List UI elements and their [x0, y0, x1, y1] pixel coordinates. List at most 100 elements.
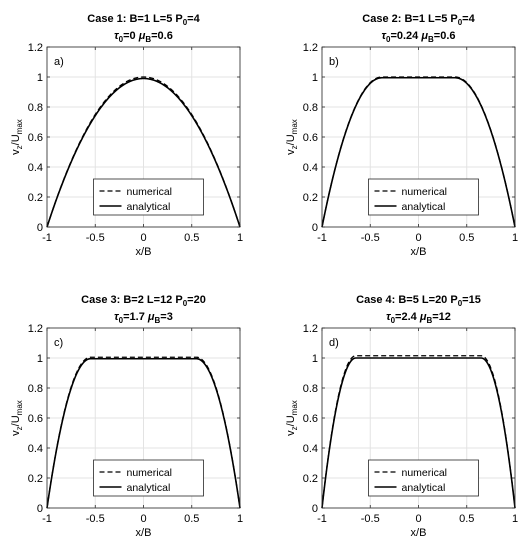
y-label-u: /U — [10, 134, 22, 145]
x-tick-label: -0.5 — [86, 513, 105, 525]
title-tau-sub: 0 — [386, 35, 391, 44]
legend-box — [93, 459, 204, 497]
title-l: L=5 — [428, 13, 447, 25]
title-p-sub: 0 — [183, 18, 188, 27]
chart-title: Case 1: B=1 L=5 P0=4 — [87, 13, 200, 27]
x-tick-label: -1 — [317, 513, 327, 525]
chart-subtitle: τ0=0.24 μB=0.6 — [382, 30, 456, 44]
x-tick-label: -0.5 — [86, 232, 105, 244]
legend-label-numerical: numerical — [127, 467, 173, 479]
y-axis-label: vz/Umax — [285, 400, 299, 436]
title-mu-val: =12 — [432, 311, 451, 323]
title-tau-sub: 0 — [119, 35, 124, 44]
y-axis-label: vz/Umax — [10, 400, 24, 436]
title-tau-sub: 0 — [119, 316, 124, 325]
series-line-analytical — [321, 76, 516, 228]
legend-box — [368, 178, 479, 216]
title-mu-val: =0.6 — [434, 30, 456, 42]
title-mu: μ — [419, 311, 427, 323]
y-tick-label: 0.4 — [303, 162, 318, 174]
y-axis-label: vz/Umax — [10, 119, 24, 155]
title-tau-sub: 0 — [391, 316, 396, 325]
panel-label: a) — [54, 56, 64, 68]
title-case: Case 4: — [356, 294, 395, 306]
y-tick-label: 0.6 — [28, 413, 43, 425]
x-tick-label: 1 — [512, 232, 518, 244]
title-p-val: =20 — [187, 294, 206, 306]
x-tick-label: -1 — [42, 232, 52, 244]
x-tick-label: 0.5 — [459, 232, 474, 244]
series-line-analytical — [321, 357, 516, 509]
series-line-analytical — [46, 357, 241, 509]
y-label-sub-max: max — [290, 119, 299, 134]
title-case: Case 1: — [87, 13, 126, 25]
chart-title: Case 4: B=5 L=20 P0=15 — [356, 294, 481, 308]
panel-label: c) — [54, 337, 63, 349]
axes-frame — [46, 46, 241, 228]
title-b: B=1 — [404, 13, 425, 25]
chart-subtitle: τ0=0 μB=0.6 — [114, 30, 173, 44]
y-tick-label: 0.4 — [303, 443, 318, 455]
legend-label-numerical: numerical — [127, 186, 173, 198]
title-mu-sub: B — [428, 35, 434, 44]
x-tick-label: 1 — [512, 513, 518, 525]
legend-label-analytical: analytical — [402, 201, 446, 213]
title-case: Case 3: — [81, 294, 120, 306]
x-axis-label: x/B — [411, 246, 427, 258]
title-case: Case 2: — [362, 13, 401, 25]
panel-2: -1 -0.5 0 0.5 100.20.40.60.811.2b)Case 2: B=… — [285, 13, 518, 258]
y-tick-label: 1.2 — [28, 323, 43, 335]
title-mu-sub: B — [155, 316, 161, 325]
title-mu-sub: B — [426, 316, 432, 325]
chart-title: Case 2: B=1 L=5 P0=4 — [362, 13, 475, 27]
chart-subtitle: τ0=2.4 μB=12 — [386, 311, 451, 325]
x-tick-label: 0 — [140, 513, 146, 525]
title-tau: τ — [386, 311, 391, 323]
y-label-v: v — [10, 149, 22, 155]
x-tick-label: 0.5 — [184, 513, 199, 525]
x-axis-label: x/B — [136, 246, 152, 258]
title-p-val: =4 — [462, 13, 475, 25]
y-tick-label: 0.8 — [28, 383, 43, 395]
y-label-v: v — [10, 430, 22, 436]
x-tick-label: -0.5 — [361, 513, 380, 525]
axes-frame — [46, 327, 241, 509]
y-tick-label: 1.2 — [28, 42, 43, 54]
title-p-sub: 0 — [458, 18, 463, 27]
y-label-sub-max: max — [290, 400, 299, 415]
legend-box — [368, 459, 479, 497]
x-tick-label: -0.5 — [361, 232, 380, 244]
title-p-sub: 0 — [458, 299, 463, 308]
y-tick-label: 1.2 — [303, 323, 318, 335]
x-tick-label: 1 — [237, 513, 243, 525]
title-p: P — [175, 13, 182, 25]
title-l: L=5 — [153, 13, 172, 25]
panel-label: b) — [329, 56, 339, 68]
y-label-sub-z: z — [15, 145, 24, 149]
y-label-u: /U — [10, 415, 22, 426]
y-label-sub-z: z — [290, 426, 299, 430]
y-tick-label: 0.6 — [28, 132, 43, 144]
y-tick-label: 1 — [312, 353, 318, 365]
legend-label-analytical: analytical — [127, 482, 171, 494]
title-l: L=12 — [147, 294, 172, 306]
chart-subtitle: τ0=1.7 μB=3 — [114, 311, 173, 325]
title-mu: μ — [420, 30, 428, 42]
y-tick-label: 0.2 — [303, 473, 318, 485]
legend-label-analytical: analytical — [402, 482, 446, 494]
y-label-sub-max: max — [15, 400, 24, 415]
y-tick-label: 0.8 — [303, 383, 318, 395]
title-p-val: =15 — [462, 294, 481, 306]
y-tick-label: 0.2 — [28, 192, 43, 204]
x-axis-label: x/B — [411, 527, 427, 539]
panel-label: d) — [329, 337, 339, 349]
title-mu: μ — [138, 30, 146, 42]
title-p-sub: 0 — [183, 299, 188, 308]
x-tick-label: 0 — [140, 232, 146, 244]
y-tick-label: 1.2 — [303, 42, 318, 54]
title-tau: τ — [382, 30, 387, 42]
y-tick-label: 0.8 — [28, 102, 43, 114]
y-label-sub-z: z — [290, 145, 299, 149]
y-tick-label: 0.8 — [303, 102, 318, 114]
